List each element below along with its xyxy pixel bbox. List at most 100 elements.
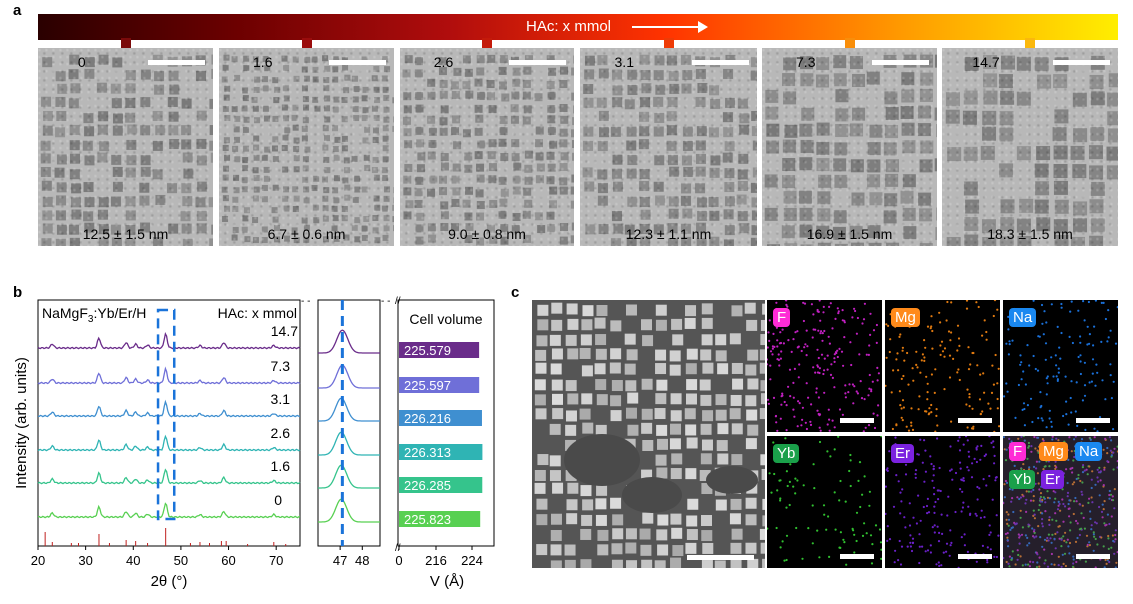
nanocube (656, 379, 668, 391)
nanocube (655, 304, 667, 316)
nanocube (549, 470, 561, 482)
series-amount-label: 0 (274, 492, 282, 508)
scale-bar (1076, 418, 1110, 423)
nanocube (582, 499, 594, 511)
nanocube (564, 559, 576, 568)
nanocube (551, 319, 563, 331)
gradient-tick (482, 38, 492, 49)
nanocube (579, 347, 591, 359)
nanocube (610, 410, 622, 422)
nanocube (595, 514, 607, 526)
nanocube (685, 363, 697, 375)
nanocube (745, 542, 757, 554)
scale-bar (840, 554, 874, 559)
nanocube (760, 393, 765, 405)
arrow-right-icon (630, 18, 708, 41)
cell-volume-bar (399, 444, 483, 460)
nanocube (581, 514, 593, 526)
nanocube (612, 528, 624, 540)
compound-label: NaMgF3:Yb/Er/H (42, 305, 146, 325)
x-tick-label: 47 (333, 553, 347, 568)
panel-a-letter: a (13, 2, 22, 19)
nanocube (759, 408, 765, 420)
nanocube (625, 407, 637, 419)
nanocube (702, 362, 714, 374)
zoom-series-line (318, 364, 380, 389)
nanocube (685, 542, 697, 554)
void-region (622, 477, 682, 513)
nanocube (550, 363, 562, 375)
element-tag: F (773, 308, 791, 327)
nanocube (762, 303, 765, 315)
nanocube (656, 424, 668, 436)
nanocube (670, 410, 682, 422)
nanocube (746, 319, 758, 331)
xrd-series-line (37, 502, 301, 519)
nanocube (759, 528, 765, 540)
nanocube (536, 544, 548, 556)
nanocube (731, 528, 743, 540)
nanocube (656, 529, 668, 541)
nanocube (714, 560, 726, 568)
x-tick-label: 216 (425, 553, 447, 568)
nanocube (700, 453, 712, 465)
nanocube (549, 334, 561, 346)
hac-amount-label: 2.6 (433, 54, 454, 70)
nanocube (670, 513, 682, 525)
element-tag: Er (891, 444, 914, 463)
xrd-series-line (37, 434, 301, 452)
xrd-series-line (37, 366, 301, 385)
nanocube (760, 542, 765, 554)
nanocube (552, 408, 564, 420)
nanocube (744, 302, 756, 314)
nanocube (715, 334, 727, 346)
eds-map-na: Na (1003, 300, 1118, 432)
particle-size-label: 18.3 ± 1.5 nm (987, 226, 1073, 242)
nanocube (597, 544, 609, 556)
nanocube (625, 542, 637, 554)
nanocube (641, 469, 653, 481)
nanocube (657, 544, 669, 556)
x-tick-label: 50 (174, 553, 188, 568)
nanocube (594, 363, 606, 375)
nanocube (684, 317, 696, 329)
nanocube (567, 482, 579, 494)
gradient-tick (120, 38, 131, 49)
eds-map-overlay: F Mg Na Yb Er (1003, 436, 1118, 568)
nanocube (641, 559, 653, 568)
void-region (564, 434, 640, 486)
hac-gradient-bar: HAc: x mmol (38, 14, 1118, 40)
nanocube (567, 318, 579, 330)
axis-break-mark: - - (381, 296, 390, 307)
hac-amount-label: 7.3 (796, 54, 816, 70)
nanocube (627, 424, 639, 436)
nanocube (550, 513, 562, 525)
nanocube (549, 423, 561, 435)
nanocube (625, 380, 637, 392)
cell-volume-value: 225.597 (404, 378, 451, 393)
scale-bar (509, 60, 566, 65)
nanocube (699, 470, 711, 482)
scale-bar (148, 60, 205, 65)
nanocube (534, 482, 546, 494)
nanocube (731, 454, 743, 466)
nanocube (745, 395, 757, 407)
nanocube (595, 334, 607, 346)
nanocube (701, 560, 713, 568)
nanocube (626, 560, 638, 568)
nanocube (641, 378, 653, 390)
nanocube (715, 394, 727, 406)
series-amount-label: 14.7 (271, 323, 298, 339)
nanocube (566, 513, 578, 525)
nanocube (701, 317, 713, 329)
nanocube (760, 334, 765, 346)
nanocube (747, 424, 759, 436)
hac-amount-label: 0 (77, 54, 86, 70)
nanocube (566, 499, 578, 511)
nanocube (669, 350, 681, 362)
nanocube (551, 379, 563, 391)
volume-plot-frame (397, 299, 495, 547)
cell-volume-value: 225.823 (404, 512, 451, 527)
xrd-series-line (37, 332, 301, 350)
nanocube (610, 497, 622, 509)
